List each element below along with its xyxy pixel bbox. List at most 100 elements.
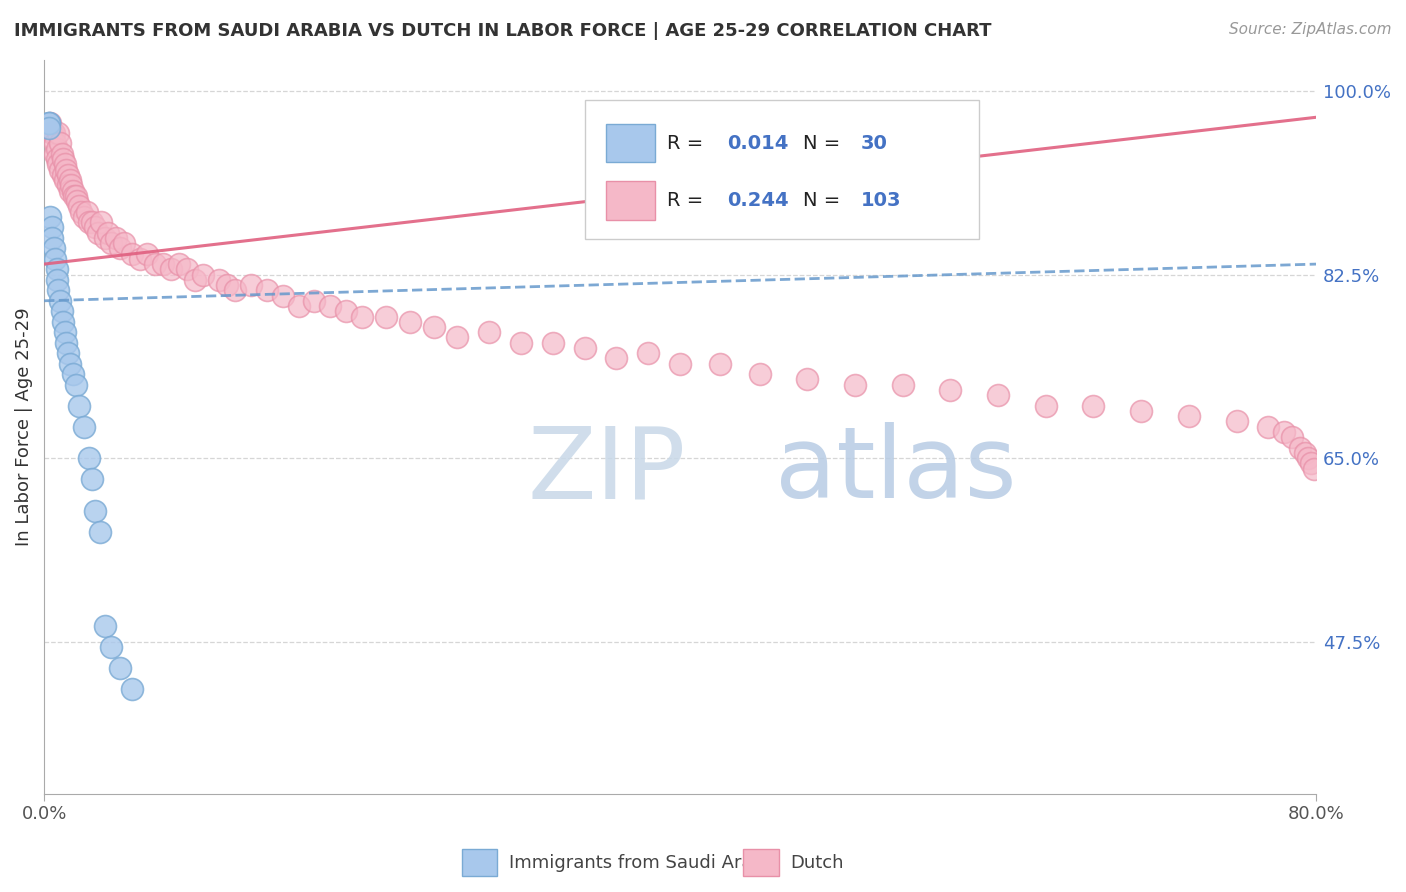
Point <box>48 283 70 297</box>
Point <box>669 357 692 371</box>
Point <box>1294 446 1316 460</box>
Point <box>73 419 96 434</box>
Point <box>709 357 731 371</box>
Point <box>76 204 98 219</box>
Point <box>56 346 79 360</box>
Text: N =: N = <box>803 191 846 210</box>
Point <box>39 210 62 224</box>
Y-axis label: In Labor Force | Age 25-29: In Labor Force | Age 25-29 <box>15 308 32 546</box>
Bar <box>606 124 655 162</box>
Text: ZIP: ZIP <box>527 422 686 519</box>
Point <box>121 681 143 696</box>
Point <box>1289 441 1312 455</box>
Point <box>63 189 86 203</box>
Point <box>67 399 90 413</box>
Point <box>38 115 60 129</box>
Point <box>1130 404 1153 418</box>
Point <box>53 173 76 187</box>
Point <box>987 388 1010 402</box>
Point <box>271 288 294 302</box>
Point <box>374 310 396 324</box>
Point <box>52 153 75 167</box>
Point <box>152 257 174 271</box>
Point <box>48 126 70 140</box>
Point <box>239 278 262 293</box>
Point <box>77 451 100 466</box>
Point <box>53 157 76 171</box>
Point <box>42 126 65 140</box>
Point <box>128 252 150 266</box>
Point <box>53 325 76 339</box>
Point <box>1303 461 1326 475</box>
Text: N =: N = <box>803 134 846 153</box>
Point <box>90 215 112 229</box>
Text: 103: 103 <box>860 191 901 210</box>
Point <box>56 168 79 182</box>
Point <box>256 283 278 297</box>
Point <box>41 231 63 245</box>
Point <box>100 236 122 251</box>
Point <box>167 257 190 271</box>
Point <box>748 368 770 382</box>
Text: Source: ZipAtlas.com: Source: ZipAtlas.com <box>1229 22 1392 37</box>
Point <box>41 126 63 140</box>
Point <box>844 377 866 392</box>
Point <box>110 661 132 675</box>
Point <box>121 246 143 260</box>
Point <box>637 346 659 360</box>
Point <box>605 351 627 366</box>
Point <box>62 368 84 382</box>
Point <box>51 147 73 161</box>
Text: 0.244: 0.244 <box>727 191 789 210</box>
Point <box>93 231 115 245</box>
Point <box>65 189 87 203</box>
Point <box>93 619 115 633</box>
Point <box>89 524 111 539</box>
Point <box>446 330 468 344</box>
Point <box>1301 456 1323 470</box>
Point <box>80 215 103 229</box>
Point <box>56 178 79 193</box>
Point <box>215 278 238 293</box>
Point <box>39 115 62 129</box>
Point <box>352 310 374 324</box>
Point <box>51 304 73 318</box>
Point <box>38 120 60 135</box>
Point <box>398 315 420 329</box>
Point <box>49 293 72 308</box>
Point <box>478 325 501 339</box>
Point <box>44 147 66 161</box>
FancyBboxPatch shape <box>585 100 979 239</box>
Text: R =: R = <box>668 134 710 153</box>
Point <box>65 377 87 392</box>
Point <box>1272 425 1295 439</box>
Point <box>110 241 132 255</box>
Point <box>145 257 167 271</box>
Point <box>208 273 231 287</box>
Text: Immigrants from Saudi Arabia: Immigrants from Saudi Arabia <box>509 854 780 871</box>
Point <box>97 226 120 240</box>
Point <box>335 304 357 318</box>
Point <box>58 357 80 371</box>
Point <box>84 503 107 517</box>
Text: Dutch: Dutch <box>790 854 844 871</box>
Point <box>38 115 60 129</box>
Point <box>67 199 90 213</box>
Point <box>1225 414 1247 428</box>
Text: 0.014: 0.014 <box>727 134 789 153</box>
Point <box>48 157 70 171</box>
Point <box>45 262 67 277</box>
Point <box>60 178 83 193</box>
Point <box>66 194 89 209</box>
Point <box>1035 399 1057 413</box>
Point <box>100 640 122 654</box>
Point <box>541 335 564 350</box>
Point <box>104 231 127 245</box>
Point <box>939 383 962 397</box>
Point <box>44 252 66 266</box>
Point <box>1257 419 1279 434</box>
Point <box>224 283 246 297</box>
Point <box>80 472 103 486</box>
Point <box>52 315 75 329</box>
Point <box>136 246 159 260</box>
